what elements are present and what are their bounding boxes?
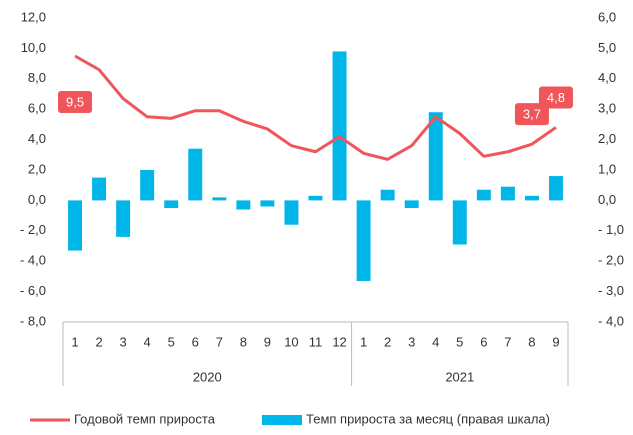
- y2-tick-label: - 4,0: [598, 313, 624, 328]
- y2-tick-label: - 1,0: [598, 222, 624, 237]
- data-label-box: [538, 86, 573, 109]
- data-label: 9,5: [66, 94, 84, 109]
- bar: [68, 200, 82, 251]
- x-tick-label: 9: [552, 334, 559, 349]
- x-tick-label: 1: [360, 334, 367, 349]
- data-label: 4,8: [547, 90, 565, 105]
- y2-tick-label: 6,0: [598, 9, 616, 24]
- line: [74, 54, 557, 161]
- y2-tick-label: 2,0: [598, 131, 616, 146]
- bar: [500, 186, 515, 201]
- y2-tick-label: 4,0: [598, 70, 616, 85]
- bar: [380, 189, 395, 201]
- bar: [284, 200, 299, 225]
- bar: [164, 200, 179, 208]
- bar: [188, 148, 203, 201]
- bar: [116, 200, 131, 237]
- y2-tick-label: - 2,0: [598, 253, 624, 268]
- x-tick-label: 4: [432, 334, 439, 349]
- y2-tick-label: 0,0: [598, 192, 616, 207]
- legend-label: Годовой темп прироста: [74, 411, 216, 426]
- bar: [236, 200, 251, 210]
- x-tick-label: 11: [309, 334, 323, 349]
- y-tick-label: - 2,0: [20, 222, 46, 237]
- data-label: 3,7: [523, 107, 541, 122]
- y-tick-label: 6,0: [28, 101, 46, 116]
- x-tick-label: 1: [71, 334, 78, 349]
- y2-tick-label: 5,0: [598, 40, 616, 55]
- bar: [524, 195, 539, 201]
- x-tick-label: 4: [144, 334, 151, 349]
- bar: [356, 200, 371, 281]
- y-tick-label: 0,0: [28, 192, 46, 207]
- bar: [428, 112, 443, 201]
- x-tick-label: 8: [528, 334, 535, 349]
- x-tick-label: 3: [120, 334, 127, 349]
- legend-label: Темп прироста за месяц (правая шкала): [306, 411, 550, 426]
- bar: [452, 200, 467, 245]
- x-tick-label: 2: [384, 334, 391, 349]
- y2-tick-label: 1,0: [598, 161, 616, 176]
- y-tick-label: 2,0: [28, 161, 46, 176]
- bar: [92, 177, 107, 201]
- data-label-box: [514, 103, 549, 126]
- y2-tick-label: - 3,0: [598, 283, 624, 298]
- data-label-box: [58, 91, 93, 113]
- bar: [476, 189, 491, 201]
- legend-swatch: [262, 415, 302, 425]
- y-tick-label: - 6,0: [20, 283, 46, 298]
- x-tick-label: 6: [192, 334, 199, 349]
- y-tick-label: - 4,0: [20, 253, 46, 268]
- x-tick-label: 12: [332, 334, 346, 349]
- bar: [549, 176, 563, 201]
- x-tick-label: 8: [240, 334, 247, 349]
- x-tick-label: 3: [408, 334, 415, 349]
- bar: [332, 51, 347, 201]
- bar: [260, 200, 275, 207]
- x-tick-label: 10: [284, 334, 298, 349]
- x-tick-label: 2: [95, 334, 102, 349]
- group-label: 2020: [193, 369, 222, 384]
- y-tick-label: 12,0: [21, 9, 46, 24]
- x-tick-label: 5: [456, 334, 463, 349]
- bar: [404, 200, 419, 208]
- y-tick-label: 4,0: [28, 131, 46, 146]
- bar: [140, 170, 155, 201]
- bar: [212, 197, 227, 201]
- group-label: 2021: [445, 369, 474, 384]
- y-tick-label: - 8,0: [20, 313, 46, 328]
- bar: [308, 195, 323, 201]
- x-tick-label: 5: [168, 334, 175, 349]
- x-tick-label: 9: [264, 334, 271, 349]
- x-tick-label: 7: [216, 334, 223, 349]
- x-tick-label: 7: [504, 334, 511, 349]
- x-tick-label: 6: [480, 334, 487, 349]
- y2-tick-label: 3,0: [598, 101, 616, 116]
- y-tick-label: 10,0: [21, 40, 46, 55]
- y-tick-label: 8,0: [28, 70, 46, 85]
